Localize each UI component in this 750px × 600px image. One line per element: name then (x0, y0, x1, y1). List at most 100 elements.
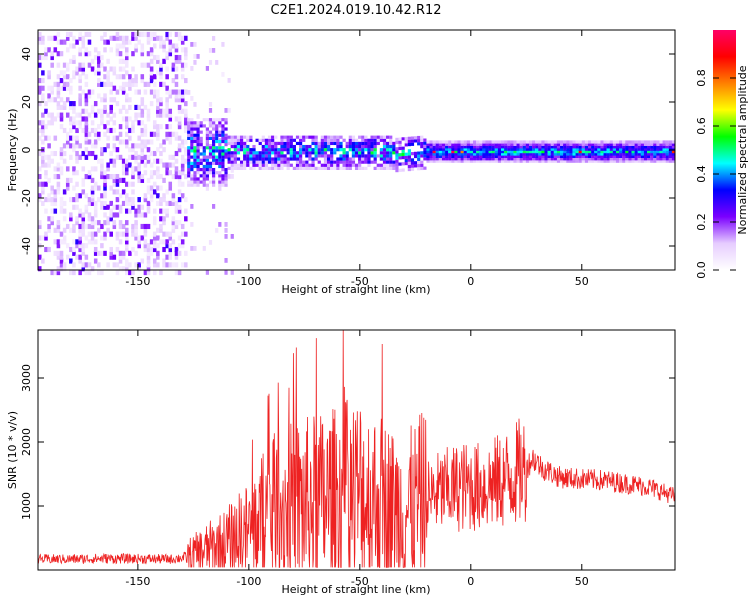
spectrogram-cell (212, 121, 216, 125)
spectrogram-cell (128, 74, 132, 80)
spectrogram-cell (128, 200, 132, 206)
spectrogram-cell (224, 118, 228, 122)
spectrogram-cell (199, 174, 203, 178)
spectrogram-cell (41, 39, 45, 45)
spectrogram-cell (246, 135, 250, 139)
spectrogram-cell (575, 150, 579, 154)
spectrogram-cell (389, 141, 393, 146)
spectrogram-cell (90, 239, 95, 245)
spectrogram-cell (336, 163, 340, 167)
spectrogram-cell (535, 150, 539, 154)
spectrogram-cell (569, 154, 573, 158)
spectrogram-cell (44, 154, 48, 160)
spectrogram-cell (460, 147, 464, 151)
spectrogram-cell (184, 116, 188, 122)
spectrogram-cell (212, 118, 216, 122)
spectrogram-cell (69, 246, 73, 253)
spectrogram-cell (547, 140, 551, 144)
spectrogram-cell (519, 142, 523, 146)
spectrogram-cell (75, 204, 79, 210)
spectrogram-cell (550, 142, 554, 146)
spectrogram-cell (69, 258, 73, 264)
spectrogram-cell (205, 133, 209, 137)
spectrogram-cell (65, 97, 70, 103)
spectrogram-cell (140, 43, 145, 49)
spectrogram-cell (140, 78, 145, 84)
spectrogram-cell (528, 154, 533, 158)
spectrogram-cell (143, 104, 148, 110)
spectrogram-cell (224, 121, 228, 125)
spectrogram-cell (156, 254, 160, 260)
spectrogram-cell (379, 138, 384, 142)
spectrogram-cell (215, 139, 219, 144)
spectrogram-cell (199, 180, 203, 184)
spectrogram-cell (190, 155, 194, 159)
spectrogram-cell (354, 138, 359, 142)
spectrogram-cell (44, 181, 48, 187)
spectrogram-cell (572, 150, 576, 154)
spectrogram-cell (174, 208, 179, 214)
spectrogram-cell (168, 39, 173, 45)
spectrogram-cell (162, 246, 166, 253)
spectrogram-cell (426, 145, 430, 149)
spectrogram-cell (137, 239, 141, 245)
spectrogram-cell (115, 231, 120, 237)
spectrogram-cell (653, 145, 657, 149)
spectrogram-cell (650, 159, 654, 163)
spectrogram-cell (640, 152, 645, 156)
spectrogram-cell (174, 150, 179, 157)
spectrogram-cell (637, 147, 641, 151)
spectrogram-cell (603, 159, 607, 163)
spectrogram-cell (221, 174, 225, 178)
spectrogram-cell (174, 166, 179, 172)
spectrogram-cell (69, 85, 73, 91)
spectrogram-cell (165, 254, 169, 260)
spectrogram-cell (128, 116, 132, 122)
spectrogram-cell (187, 146, 191, 150)
spectrogram-cell (295, 151, 300, 155)
spectrogram-cell (556, 145, 561, 149)
spectrogram-cell (65, 47, 70, 53)
spectrogram-cell (93, 54, 98, 61)
spectrogram-cell (177, 35, 182, 41)
spectrogram-cell (382, 148, 387, 152)
spectrogram-cell (280, 148, 284, 152)
spectrogram-cell (249, 151, 253, 155)
spectrogram-cell (457, 157, 461, 161)
spectrogram-cell (162, 239, 166, 245)
spectrogram-cell (466, 150, 471, 154)
spectrogram-cell (280, 141, 284, 146)
spectrogram-cell (69, 104, 73, 110)
spectrogram-cell (221, 42, 225, 47)
spectrogram-cell (115, 51, 120, 57)
spectrogram-cell (243, 157, 247, 161)
spectrogram-cell (177, 181, 182, 187)
spectrogram-cell (165, 85, 169, 91)
spectrogram-cell (544, 154, 548, 158)
spectrogram-cell (44, 51, 48, 57)
spectrogram-cell (81, 227, 86, 233)
spectrogram-cell (413, 151, 418, 155)
spectrogram-cell (609, 157, 613, 161)
spectrogram-cell (62, 200, 67, 206)
spectrogram-cell (221, 124, 225, 128)
spectrogram-cell (364, 157, 368, 161)
spectrogram-cell (75, 193, 79, 199)
spectrogram-cell (323, 166, 328, 170)
spectrogram-cell (295, 135, 300, 139)
spectrogram-cell (553, 159, 558, 163)
spectrogram-cell (364, 160, 368, 164)
spectrogram-cell (168, 108, 173, 114)
spectrogram-cell (137, 120, 141, 126)
spectrogram-cell (202, 149, 206, 153)
spectrogram-cell (224, 222, 228, 227)
spectrogram-cell (137, 174, 141, 180)
spectrogram-cell (152, 31, 157, 38)
spectrogram-cell (69, 212, 73, 218)
spectrogram-cell (650, 150, 654, 154)
spectrogram-cell (591, 150, 595, 154)
spectrogram-cell (482, 142, 486, 146)
spectrogram-cell (230, 135, 234, 139)
spectrogram-cell (243, 141, 247, 146)
spectrogram-cell (103, 147, 107, 153)
